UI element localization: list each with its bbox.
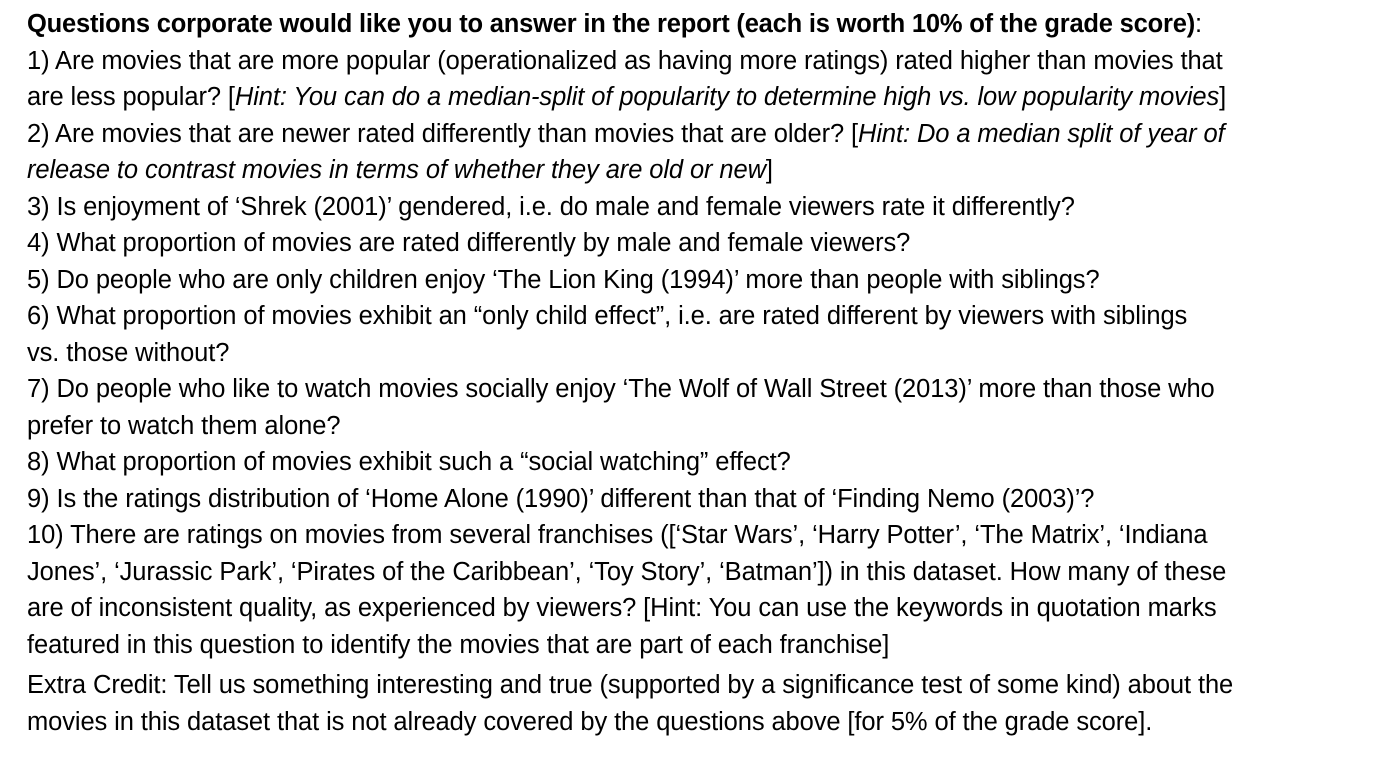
line-text: 2) Are movies that are newer rated diffe… [27, 119, 859, 148]
line-text: 10) There are ratings on movies from sev… [27, 521, 1208, 549]
question-line: are less popular? [Hint: You can do a me… [27, 79, 1357, 116]
question-7: 7) Do people who like to watch movies so… [27, 371, 1357, 444]
hint-text: Hint: You can do a median-split of popul… [234, 83, 1220, 111]
question-line: 8) What proportion of movies exhibit suc… [27, 444, 1357, 481]
closing-bracket: ] [765, 156, 773, 184]
question-2: 2) Are movies that are newer rated diffe… [27, 116, 1357, 189]
extra-credit-line: movies in this dataset that is not alrea… [27, 704, 1357, 741]
line-text: 6) What proportion of movies exhibit an … [27, 302, 1188, 330]
question-line: prefer to watch them alone? [27, 408, 1357, 445]
line-text: 1) Are movies that are more popular (ope… [27, 46, 1223, 75]
line-text: 3) Is enjoyment of ‘Shrek (2001)’ gender… [27, 192, 1075, 221]
line-text: 4) What proportion of movies are rated d… [27, 229, 911, 257]
line-text: 5) Do people who are only children enjoy… [27, 265, 1100, 294]
question-line: 2) Are movies that are newer rated diffe… [27, 116, 1357, 153]
question-3: 3) Is enjoyment of ‘Shrek (2001)’ gender… [27, 189, 1357, 226]
line-text: 8) What proportion of movies exhibit suc… [27, 448, 791, 476]
closing-bracket: ] [1219, 83, 1227, 111]
question-line: Jones’, ‘Jurassic Park’, ‘Pirates of the… [27, 554, 1357, 591]
question-6: 6) What proportion of movies exhibit an … [27, 298, 1357, 371]
line-text: prefer to watch them alone? [27, 411, 341, 440]
line-text: Jones’, ‘Jurassic Park’, ‘Pirates of the… [27, 557, 1227, 586]
extra-credit-line: Extra Credit: Tell us something interest… [27, 667, 1357, 704]
question-line: 9) Is the ratings distribution of ‘Home … [27, 481, 1357, 518]
question-5: 5) Do people who are only children enjoy… [27, 262, 1357, 299]
line-text: are of inconsistent quality, as experien… [27, 594, 1217, 622]
extra-credit: Extra Credit: Tell us something interest… [27, 667, 1357, 740]
line-text: 9) Is the ratings distribution of ‘Home … [27, 484, 1095, 513]
question-line: are of inconsistent quality, as experien… [27, 590, 1357, 627]
line-text: are less popular? [ [27, 83, 235, 111]
question-line: 5) Do people who are only children enjoy… [27, 262, 1357, 299]
hint-text: release to contrast movies in terms of w… [27, 156, 766, 184]
question-line: 10) There are ratings on movies from sev… [27, 517, 1357, 554]
question-1: 1) Are movies that are more popular (ope… [27, 43, 1357, 116]
hint-text: Hint: Do a median split of year of [858, 119, 1225, 148]
line-text: 7) Do people who like to watch movies so… [27, 375, 1215, 403]
question-line: 6) What proportion of movies exhibit an … [27, 298, 1357, 335]
line-text: vs. those without? [27, 338, 230, 367]
question-line: 4) What proportion of movies are rated d… [27, 225, 1357, 262]
question-8: 8) What proportion of movies exhibit suc… [27, 444, 1357, 481]
question-line: 3) Is enjoyment of ‘Shrek (2001)’ gender… [27, 189, 1357, 226]
question-line: 1) Are movies that are more popular (ope… [27, 43, 1357, 80]
heading-colon: : [1195, 10, 1202, 38]
heading-bold: Questions corporate would like you to an… [27, 10, 1196, 38]
question-4: 4) What proportion of movies are rated d… [27, 225, 1357, 262]
line-text: Extra Credit: Tell us something interest… [27, 671, 1234, 699]
question-line: release to contrast movies in terms of w… [27, 152, 1357, 189]
question-line: 7) Do people who like to watch movies so… [27, 371, 1357, 408]
document: Questions corporate would like you to an… [27, 6, 1357, 740]
question-line: featured in this question to identify th… [27, 627, 1357, 664]
question-10: 10) There are ratings on movies from sev… [27, 517, 1357, 663]
question-line: vs. those without? [27, 335, 1357, 372]
heading: Questions corporate would like you to an… [27, 6, 1357, 43]
question-list: 1) Are movies that are more popular (ope… [27, 43, 1357, 664]
question-9: 9) Is the ratings distribution of ‘Home … [27, 481, 1357, 518]
line-text: movies in this dataset that is not alrea… [27, 707, 1153, 736]
line-text: featured in this question to identify th… [27, 630, 890, 659]
